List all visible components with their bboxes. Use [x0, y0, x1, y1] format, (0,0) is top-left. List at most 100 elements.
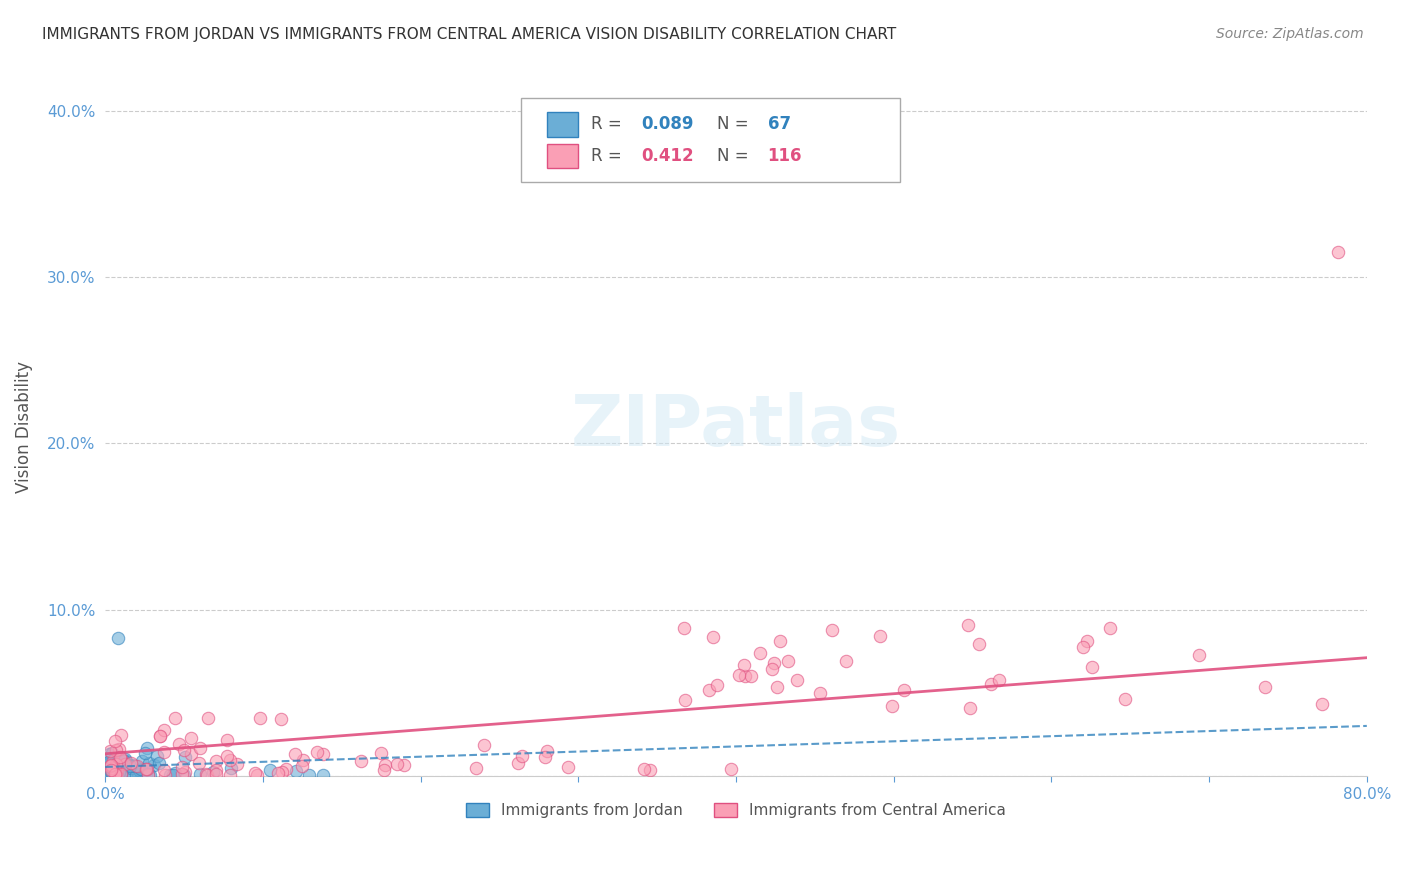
- Point: [153, 767, 176, 781]
- Point: [821, 623, 844, 637]
- Point: [259, 764, 281, 778]
- Point: [173, 767, 195, 781]
- Point: [110, 752, 132, 766]
- Point: [129, 764, 152, 779]
- Point: [110, 767, 132, 781]
- Text: 0.089: 0.089: [641, 114, 693, 133]
- Point: [127, 765, 149, 780]
- Point: [219, 753, 242, 767]
- Point: [104, 767, 127, 781]
- Point: [188, 767, 211, 781]
- Point: [108, 749, 131, 764]
- Point: [114, 752, 136, 766]
- Point: [132, 767, 155, 781]
- Point: [148, 756, 170, 770]
- Point: [103, 763, 125, 777]
- Point: [107, 755, 129, 769]
- Point: [706, 678, 728, 692]
- Point: [270, 712, 292, 726]
- Point: [104, 734, 127, 748]
- Point: [125, 767, 148, 781]
- Text: 116: 116: [768, 146, 801, 165]
- Point: [112, 756, 135, 770]
- Point: [1310, 697, 1333, 711]
- Point: [697, 683, 720, 698]
- Point: [138, 756, 160, 770]
- Point: [104, 763, 127, 777]
- Point: [136, 767, 159, 781]
- Point: [180, 747, 202, 761]
- Text: 0.412: 0.412: [641, 146, 695, 165]
- Point: [835, 654, 858, 668]
- Point: [110, 728, 132, 742]
- Point: [761, 662, 783, 676]
- Point: [152, 745, 174, 759]
- Point: [893, 683, 915, 698]
- Point: [312, 767, 335, 781]
- Point: [959, 700, 981, 714]
- Point: [131, 755, 153, 769]
- Point: [134, 762, 156, 776]
- Point: [128, 763, 150, 777]
- Point: [808, 686, 831, 700]
- Point: [98, 767, 121, 781]
- Point: [987, 673, 1010, 687]
- Point: [880, 699, 903, 714]
- Point: [138, 767, 160, 781]
- Point: [267, 765, 290, 780]
- FancyBboxPatch shape: [547, 112, 578, 136]
- Point: [1098, 621, 1121, 635]
- Point: [776, 654, 799, 668]
- Point: [143, 758, 166, 772]
- Point: [118, 757, 141, 772]
- Point: [204, 755, 226, 769]
- Point: [197, 711, 219, 725]
- Point: [110, 766, 132, 780]
- Point: [1327, 245, 1350, 260]
- Point: [350, 755, 373, 769]
- Point: [769, 634, 792, 648]
- Point: [392, 758, 415, 772]
- Point: [98, 744, 121, 758]
- Point: [170, 767, 193, 781]
- Point: [1080, 660, 1102, 674]
- Point: [374, 758, 396, 772]
- Point: [638, 763, 661, 777]
- Point: [786, 673, 808, 688]
- Point: [115, 767, 138, 781]
- Point: [105, 767, 128, 781]
- Point: [472, 738, 495, 752]
- Point: [1254, 680, 1277, 694]
- Point: [283, 747, 305, 761]
- Point: [149, 730, 172, 744]
- Point: [762, 656, 785, 670]
- Point: [246, 767, 269, 781]
- Point: [702, 631, 724, 645]
- Point: [201, 765, 224, 780]
- Text: R =: R =: [591, 146, 627, 165]
- Point: [105, 742, 128, 756]
- Point: [135, 763, 157, 777]
- Point: [174, 765, 197, 780]
- Point: [766, 681, 789, 695]
- Point: [749, 646, 772, 660]
- Point: [100, 746, 122, 760]
- Point: [385, 757, 408, 772]
- Point: [101, 761, 124, 775]
- Point: [174, 750, 197, 764]
- Point: [112, 754, 135, 768]
- Point: [108, 765, 131, 780]
- Point: [720, 762, 742, 776]
- Point: [105, 757, 128, 772]
- Point: [465, 761, 488, 775]
- Point: [980, 677, 1002, 691]
- Point: [105, 764, 128, 779]
- Point: [370, 746, 392, 760]
- Point: [187, 756, 209, 771]
- Point: [173, 743, 195, 757]
- Y-axis label: Vision Disability: Vision Disability: [15, 360, 32, 492]
- Point: [249, 711, 271, 725]
- Point: [120, 758, 142, 772]
- Point: [672, 621, 695, 635]
- Point: [107, 750, 129, 764]
